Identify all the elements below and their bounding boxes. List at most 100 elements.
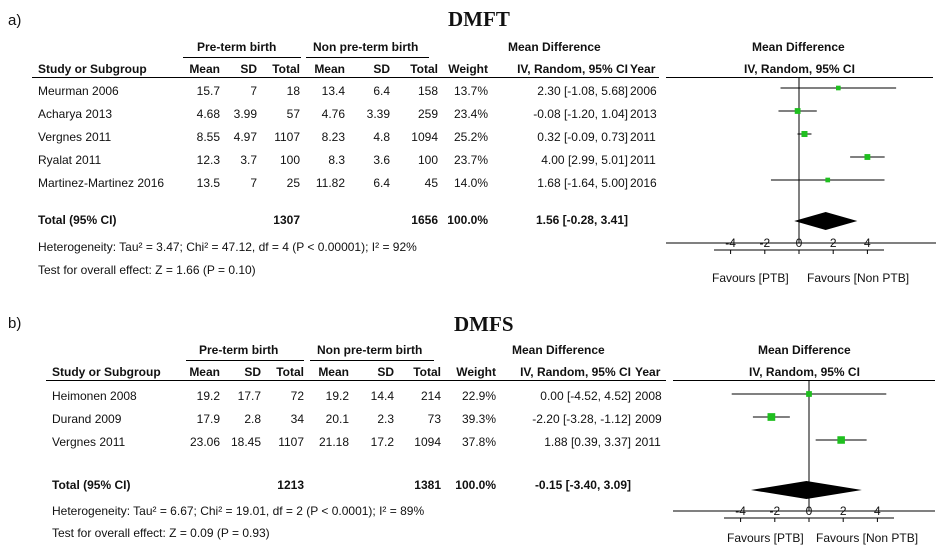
col-total-header: Total (272, 62, 300, 76)
cell-ci: 1.68 [-1.64, 5.00] (537, 176, 628, 190)
cell-total2: 214 (420, 389, 441, 403)
group-underline (306, 57, 429, 58)
cell-weight: 23.7% (453, 153, 488, 167)
cell-mean1: 17.9 (196, 412, 220, 426)
cell-mean1: 15.7 (196, 84, 220, 98)
cell-ci: 1.88 [0.39, 3.37] (544, 435, 631, 449)
col-year-header: Year (635, 365, 661, 379)
cell-total1: 1107 (274, 130, 300, 144)
cell-ci: 2.30 [-1.08, 5.68] (537, 84, 628, 98)
col-mean-header: Mean (189, 365, 220, 379)
cell-mean1: 12.3 (196, 153, 220, 167)
cell-mean1: 19.2 (196, 389, 220, 403)
cell-total1: 18 (286, 84, 300, 98)
cell-total2: 259 (417, 107, 438, 121)
pooled-diamond (794, 212, 858, 230)
col-total-header: Total (410, 62, 438, 76)
cell-sd2: 4.8 (373, 130, 390, 144)
cell-sd1: 17.7 (237, 389, 261, 403)
cell-total1: 100 (279, 153, 300, 167)
study-name: Meurman 2006 (38, 84, 119, 98)
col-total-header: Total (276, 365, 304, 379)
cell-sd1: 4.97 (233, 130, 257, 144)
overall-effect-text: Test for overall effect: Z = 0.09 (P = 0… (52, 526, 270, 540)
panel-label: a) (8, 12, 22, 29)
col-mean-header: Mean (314, 62, 345, 76)
cell-year: 2016 (630, 176, 657, 190)
cell-total2: 73 (427, 412, 441, 426)
col-ci-header: IV, Random, 95% CI (517, 62, 628, 76)
cell-weight: 39.3% (461, 412, 496, 426)
cell-year: 2011 (635, 435, 661, 449)
cell-mean1: 23.06 (189, 435, 220, 449)
col-sd-header: SD (244, 365, 261, 379)
cell-total1: 34 (290, 412, 304, 426)
cell-total2: 158 (417, 84, 438, 98)
total-label: Total (95% CI) (38, 213, 117, 227)
x-tick-label: -2 (769, 504, 780, 518)
cell-year: 2011 (630, 130, 656, 144)
x-tick-label: -2 (759, 236, 770, 250)
cell-sd2: 6.4 (373, 176, 390, 190)
cell-mean2: 8.3 (328, 153, 345, 167)
cell-year: 2008 (635, 389, 662, 403)
study-name: Acharya 2013 (38, 107, 113, 121)
col-weight-header: Weight (448, 62, 488, 76)
x-tick-label: 4 (874, 504, 881, 518)
study-name: Durand 2009 (52, 412, 122, 426)
x-tick-label: 2 (840, 504, 847, 518)
cell-sd2: 6.4 (373, 84, 390, 98)
group-underline (186, 360, 304, 361)
group-underline (183, 57, 301, 58)
heterogeneity-text: Heterogeneity: Tau² = 6.67; Chi² = 19.01… (52, 504, 425, 518)
cell-ci: 0.32 [-0.09, 0.73] (537, 130, 628, 144)
panel-label: b) (8, 315, 22, 332)
plot-md-header: Mean Difference (758, 343, 851, 357)
x-tick-label: -4 (725, 236, 736, 250)
forest-panel-dmft: a) DMFT Pre-term birth Non pre-term birt… (8, 7, 936, 285)
favours-right-label: Favours [Non PTB] (807, 271, 910, 285)
group-underline (310, 360, 434, 361)
cell-weight: 13.7% (453, 84, 488, 98)
col-year-header: Year (630, 62, 656, 76)
col-total-header: Total (413, 365, 441, 379)
cell-weight: 22.9% (461, 389, 496, 403)
cell-weight: 14.0% (453, 176, 488, 190)
header-rule (673, 380, 935, 381)
study-marker (794, 108, 801, 114)
cell-mean2: 13.4 (321, 84, 345, 98)
cell-year: 2006 (630, 84, 657, 98)
cell-mean2: 8.23 (321, 130, 345, 144)
study-marker (864, 154, 871, 160)
forest-plot: -4 -2 0 2 4 (673, 381, 935, 522)
cell-mean2: 4.76 (321, 107, 345, 121)
total-weight: 100.0% (447, 213, 488, 227)
total-weight: 100.0% (455, 478, 496, 492)
cell-mean2: 21.18 (318, 435, 349, 449)
forest-panel-dmfs: b) DMFS Pre-term birth Non pre-term birt… (0, 300, 938, 546)
cell-mean2: 19.2 (325, 389, 349, 403)
study-marker (836, 85, 841, 91)
cell-sd1: 3.7 (240, 153, 257, 167)
col-sd-header: SD (373, 62, 390, 76)
md-header: Mean Difference (512, 343, 605, 357)
x-tick-label: 4 (864, 236, 871, 250)
cell-year: 2011 (630, 153, 656, 167)
cell-sd2: 3.6 (373, 153, 390, 167)
pooled-diamond (750, 481, 862, 499)
col-mean-header: Mean (318, 365, 349, 379)
header-rule (32, 77, 659, 78)
cell-sd1: 7 (250, 84, 257, 98)
total-n2: 1381 (414, 478, 441, 492)
total-ci: -0.15 [-3.40, 3.09] (534, 478, 631, 492)
study-name: Martinez-Martinez 2016 (38, 176, 165, 190)
cell-ci: 4.00 [2.99, 5.01] (541, 153, 628, 167)
cell-total1: 57 (286, 107, 300, 121)
study-marker (837, 436, 845, 444)
plot-md-header: Mean Difference (752, 40, 845, 54)
cell-weight: 37.8% (461, 435, 496, 449)
cell-ci: 0.00 [-4.52, 4.52] (540, 389, 631, 403)
cell-ci: -2.20 [-3.28, -1.12] (532, 412, 631, 426)
cell-sd2: 2.3 (377, 412, 394, 426)
cell-sd1: 18.45 (230, 435, 261, 449)
